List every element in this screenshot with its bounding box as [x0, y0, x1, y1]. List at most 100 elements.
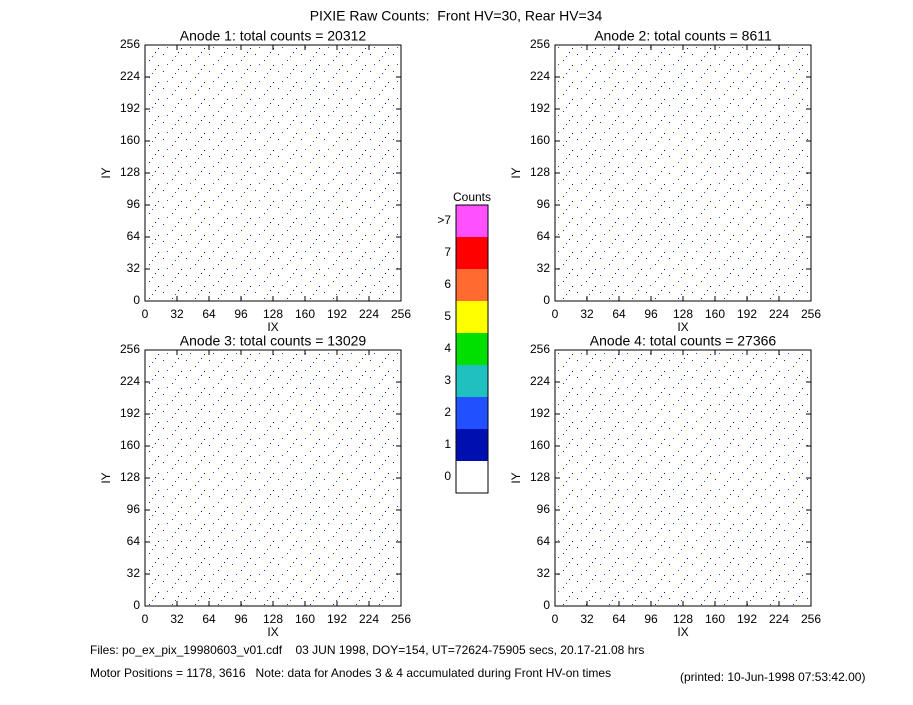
y-tick-label: 160 [530, 438, 550, 452]
y-tick-label: 0 [543, 598, 550, 612]
x-tick-label: 32 [170, 612, 184, 626]
colorbar-swatch [456, 461, 488, 493]
plot-area [145, 350, 401, 606]
y-tick-label: 256 [120, 37, 140, 51]
x-tick-label: 128 [263, 307, 283, 321]
x-tick-label: 160 [705, 307, 725, 321]
colorbar-swatch [456, 269, 488, 301]
colorbar-swatch [456, 205, 488, 237]
y-tick-label: 0 [543, 293, 550, 307]
x-tick-label: 32 [580, 307, 594, 321]
y-tick-label: 160 [120, 133, 140, 147]
y-tick-label: 32 [537, 261, 551, 275]
y-tick-label: 96 [537, 197, 551, 211]
x-tick-label: 192 [737, 612, 757, 626]
x-tick-label: 0 [142, 612, 149, 626]
x-tick-label: 64 [612, 307, 626, 321]
colorbar-label: >7 [437, 213, 451, 227]
x-tick-label: 256 [391, 307, 411, 321]
y-tick-label: 192 [120, 406, 140, 420]
y-axis-label: IY [99, 472, 113, 483]
y-tick-label: 32 [127, 261, 141, 275]
colorbar-label: 0 [444, 469, 451, 483]
plot-area [555, 350, 811, 606]
x-tick-label: 224 [769, 612, 789, 626]
footer-motor: Motor Positions = 1178, 3616 Note: data … [90, 666, 611, 680]
y-tick-label: 64 [537, 229, 551, 243]
y-tick-label: 0 [133, 293, 140, 307]
x-tick-label: 64 [202, 612, 216, 626]
y-tick-label: 256 [530, 37, 550, 51]
x-tick-label: 256 [801, 612, 821, 626]
y-tick-label: 192 [530, 406, 550, 420]
x-tick-label: 96 [234, 612, 248, 626]
colorbar-swatch [456, 237, 488, 269]
y-tick-label: 256 [120, 342, 140, 356]
y-tick-label: 32 [127, 566, 141, 580]
y-tick-label: 64 [127, 534, 141, 548]
x-tick-label: 192 [327, 612, 347, 626]
colorbar-frame [455, 204, 489, 494]
x-tick-label: 256 [391, 612, 411, 626]
colorbar-label: 7 [444, 245, 451, 259]
colorbar-label: 5 [444, 309, 451, 323]
y-tick-label: 224 [530, 69, 550, 83]
colorbar-swatch [456, 301, 488, 333]
y-tick-label: 32 [537, 566, 551, 580]
colorbar-label: 6 [444, 277, 451, 291]
colorbar-label: 1 [444, 437, 451, 451]
colorbar-label: 2 [444, 405, 451, 419]
y-tick-label: 128 [530, 165, 550, 179]
x-tick-label: 224 [359, 612, 379, 626]
panel-title: Anode 2: total counts = 8611 [594, 28, 772, 44]
x-axis-label: IX [677, 320, 688, 334]
y-tick-label: 160 [120, 438, 140, 452]
x-tick-label: 192 [327, 307, 347, 321]
y-axis-label: IY [509, 167, 523, 178]
x-tick-label: 32 [170, 307, 184, 321]
colorbar-label: 4 [444, 341, 451, 355]
x-tick-label: 64 [202, 307, 216, 321]
y-tick-label: 64 [127, 229, 141, 243]
colorbar-swatch [456, 397, 488, 429]
y-tick-label: 0 [133, 598, 140, 612]
x-tick-label: 224 [359, 307, 379, 321]
x-tick-label: 128 [673, 612, 693, 626]
y-tick-label: 256 [530, 342, 550, 356]
colorbar-title: Counts [453, 190, 491, 204]
x-tick-label: 96 [234, 307, 248, 321]
x-tick-label: 160 [295, 307, 315, 321]
x-axis-label: IX [677, 625, 688, 639]
footer-printed: (printed: 10-Jun-1998 07:53:42.00) [680, 670, 865, 684]
y-tick-label: 96 [127, 502, 141, 516]
y-tick-label: 128 [120, 165, 140, 179]
x-tick-label: 128 [263, 612, 283, 626]
panel-title: Anode 3: total counts = 13029 [180, 333, 367, 349]
y-axis-label: IY [99, 167, 113, 178]
x-tick-label: 160 [705, 612, 725, 626]
colorbar-label: 3 [444, 373, 451, 387]
footer-files: Files: po_ex_pix_19980603_v01.cdf 03 JUN… [90, 643, 644, 657]
y-tick-label: 96 [127, 197, 141, 211]
y-tick-label: 224 [530, 374, 550, 388]
page-title: PIXIE Raw Counts: Front HV=30, Rear HV=3… [310, 8, 603, 24]
x-tick-label: 0 [552, 612, 559, 626]
y-tick-label: 224 [120, 69, 140, 83]
y-tick-label: 192 [120, 101, 140, 115]
y-axis-label: IY [509, 472, 523, 483]
x-tick-label: 0 [142, 307, 149, 321]
x-tick-label: 160 [295, 612, 315, 626]
x-tick-label: 96 [644, 307, 658, 321]
plot-area [555, 45, 811, 301]
x-tick-label: 32 [580, 612, 594, 626]
colorbar-swatch [456, 429, 488, 461]
x-tick-label: 96 [644, 612, 658, 626]
y-tick-label: 96 [537, 502, 551, 516]
y-tick-label: 224 [120, 374, 140, 388]
colorbar-swatch [456, 333, 488, 365]
y-tick-label: 64 [537, 534, 551, 548]
y-tick-label: 192 [530, 101, 550, 115]
x-tick-label: 224 [769, 307, 789, 321]
x-tick-label: 192 [737, 307, 757, 321]
